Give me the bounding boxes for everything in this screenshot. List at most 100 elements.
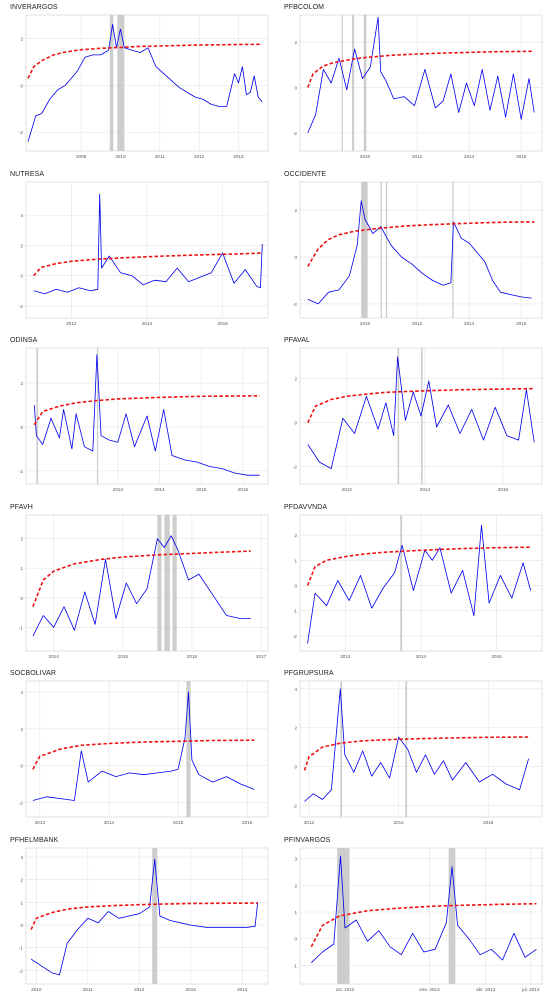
regime-band: [397, 348, 400, 484]
x-tick-label: 2015: [173, 820, 184, 825]
y-tick-label: -2: [293, 464, 298, 469]
series-line: [27, 24, 263, 142]
y-tick-label: -2: [293, 803, 298, 808]
threshold-line: [306, 545, 531, 586]
chart-svg: -2 -1 0 1 2 2012 2014 2016: [293, 514, 543, 659]
x-tick-label: 2012: [66, 321, 77, 326]
chart-svg: -1 0 1 2 3 oct. 2012 ene. 2013 abr. 2013 jul. 20…: [293, 847, 543, 992]
chart-panel-pfdavvnda: -2 -1 0 1 2 2012 2014 2016 PFDAVVNDA: [278, 503, 548, 665]
regime-band: [186, 681, 191, 817]
y-tick-label: -2: [293, 301, 298, 306]
y-tick-label: 2: [20, 381, 23, 386]
plot-area: [25, 680, 269, 818]
x-tick-label: 2016: [516, 321, 527, 326]
y-tick-label: -2: [19, 968, 24, 973]
chart-title: PFINVARGOS: [284, 836, 331, 844]
regime-band: [36, 348, 39, 484]
x-tick-label: 2013: [186, 987, 197, 992]
regime-band: [117, 15, 125, 151]
x-tick-label: 2010: [31, 987, 42, 992]
series-line: [304, 688, 529, 802]
x-tick-label: 2015: [118, 654, 129, 659]
x-tick-label: 2012: [304, 820, 315, 825]
threshold-line: [32, 739, 255, 770]
series-line: [307, 199, 532, 304]
y-tick-label: 2: [294, 533, 297, 538]
y-tick-label: 0: [20, 595, 23, 600]
x-tick-label: 2014: [237, 987, 248, 992]
y-tick-label: 2: [20, 877, 23, 882]
x-tick-label: 2009: [76, 154, 87, 159]
x-tick-label: 2011: [83, 987, 93, 992]
y-tick-label: -1: [293, 608, 298, 613]
x-tick-label: 2010: [360, 321, 371, 326]
chart-svg: -2 0 2 2013 2014 2015 2016: [19, 347, 269, 492]
x-tick-label: 2014: [464, 321, 475, 326]
x-tick-label: 2016: [492, 654, 503, 659]
x-tick-label: 2016: [242, 820, 253, 825]
y-tick-label: 1: [294, 910, 297, 915]
y-tick-label: 3: [20, 855, 23, 860]
plot-area: [25, 847, 269, 984]
x-tick-label: 2014: [104, 820, 115, 825]
regime-band: [452, 181, 454, 318]
y-tick-label: 0: [20, 425, 23, 430]
chart-panel-nutresa: -2 0 2 4 2012 2014 2016 NUTRESA: [4, 170, 274, 332]
x-tick-label: abr. 2013: [476, 987, 496, 992]
series-line: [33, 354, 260, 476]
y-tick-label: 4: [20, 690, 23, 695]
chart-panel-occidente: -2 0 2 2010 2012 2014 2016 OCCIDENTE: [278, 170, 548, 332]
x-tick-label: 2014: [416, 654, 427, 659]
regime-band: [172, 514, 177, 651]
chart-panel-pfbcolom: -2 0 2 2010 2012 2014 2016 PFBCOLOM: [278, 3, 548, 165]
chart-svg: -2 0 2 2012 2014 2016: [293, 347, 543, 492]
plot-area: [25, 514, 269, 651]
series-line: [33, 193, 263, 294]
y-tick-label: -1: [19, 945, 24, 950]
x-tick-label: 2010: [360, 154, 371, 159]
y-tick-label: 0: [294, 583, 297, 588]
threshold-line: [27, 43, 263, 79]
x-tick-label: 2017: [256, 654, 267, 659]
chart-title: ODINSA: [10, 337, 38, 344]
x-tick-label: 2011: [155, 154, 165, 159]
threshold-line: [307, 387, 535, 423]
chart-title: PFAVH: [10, 503, 33, 511]
series-line: [307, 356, 535, 469]
plot-area: [25, 14, 269, 152]
y-tick-label: 2: [20, 36, 23, 41]
y-tick-label: 0: [20, 273, 23, 278]
y-tick-label: 3: [294, 856, 297, 861]
x-tick-label: 2012: [342, 487, 353, 492]
y-tick-label: 0: [20, 764, 23, 769]
chart-title: PFHELMBANK: [10, 836, 59, 844]
x-tick-label: jul. 2013: [521, 987, 540, 992]
regime-band: [448, 847, 456, 984]
threshold-line: [307, 50, 535, 88]
regime-band: [385, 181, 388, 318]
threshold-line: [33, 251, 263, 276]
series-line: [30, 858, 259, 975]
x-tick-label: 2013: [233, 154, 244, 159]
regime-band: [164, 514, 170, 651]
series-line: [311, 855, 537, 963]
regime-band: [380, 181, 382, 318]
x-tick-label: oct. 2012: [336, 987, 355, 992]
regime-band: [400, 514, 403, 651]
chart-svg: -2 0 2 2010 2012 2014 2016: [293, 181, 543, 326]
y-tick-label: 0: [294, 86, 297, 91]
x-tick-label: 2010: [115, 154, 126, 159]
y-tick-label: -1: [293, 963, 298, 968]
chart-svg: -2 0 2 4 2012 2014 2016: [19, 181, 269, 326]
y-tick-label: 2: [294, 40, 297, 45]
series-line: [307, 16, 535, 134]
series-line: [32, 691, 255, 801]
chart-panel-pfhelmbank: -2 -1 0 1 2 3 2010 2011 2012 2013 2014 PFHELMBANK: [4, 836, 274, 998]
x-tick-label: 2014: [154, 487, 165, 492]
regime-band: [363, 15, 367, 151]
y-tick-label: -2: [19, 469, 24, 474]
regime-band: [352, 15, 355, 151]
y-tick-label: 1: [20, 900, 23, 905]
chart-title: SOCBOLIVAR: [10, 670, 56, 677]
